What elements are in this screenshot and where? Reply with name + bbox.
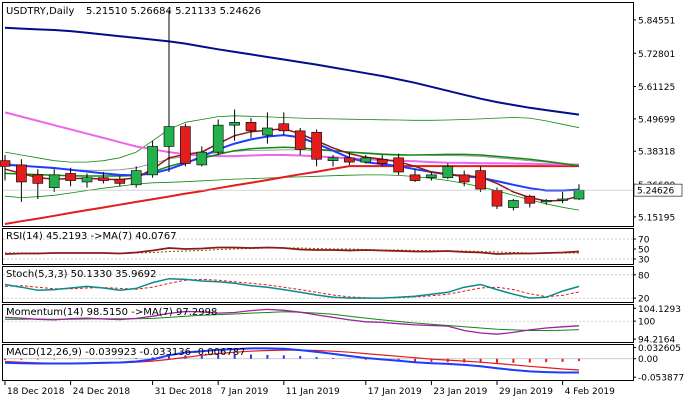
candle-body <box>32 174 44 184</box>
red-trend-line <box>4 165 579 225</box>
candle-body <box>327 157 339 161</box>
macd-axis-tick-label: 0.00 <box>638 355 658 365</box>
rsi-panel-title: RSI(14) 45.2193 ->MA(7) 40.0767 <box>6 231 177 242</box>
macd-axis-tick-label: -0.053877 <box>638 374 684 384</box>
stoch-axis-tick-label: 80 <box>638 271 650 281</box>
candle-body <box>278 123 290 132</box>
candle-body <box>65 173 76 181</box>
momentum-axis-tick-label: 104.1293 <box>638 305 681 315</box>
candle-body <box>48 174 60 188</box>
momentum-panel[interactable] <box>2 304 634 343</box>
upper-band-line <box>4 115 580 163</box>
rsi-line <box>4 246 580 255</box>
rsi-panel[interactable] <box>2 228 634 265</box>
momentum-panel-title: Momentum(14) 98.5150 ->MA(7) 97.2998 <box>6 307 217 318</box>
momentum-axis-tick-label: 100 <box>638 318 655 328</box>
price-axis-tick-label: 5.38318 <box>638 148 675 158</box>
candle-body <box>81 177 93 183</box>
candle-body <box>557 198 568 201</box>
candle-body <box>114 178 126 184</box>
candle-body <box>376 158 388 164</box>
candle-body <box>212 124 224 153</box>
price-axis-tick-label: 5.49699 <box>638 115 675 125</box>
macd-panel-title: MACD(12,26,9) -0.039923 -0.033136 -0.006… <box>6 347 245 358</box>
candle-body <box>98 177 109 181</box>
candle-body <box>294 130 306 150</box>
candle-body <box>475 170 486 190</box>
price-axis-tick-label: 5.84551 <box>638 16 675 26</box>
candle-body <box>16 164 27 183</box>
macd-axis-tick-label: 0.032605 <box>638 344 681 354</box>
candle-body <box>508 200 519 208</box>
candle-body <box>262 127 273 136</box>
candle-body <box>442 166 454 179</box>
x-tick-label: 7 Jan 2019 <box>220 387 268 397</box>
candle-body <box>409 174 421 181</box>
x-tick-label: 29 Jan 2019 <box>499 387 553 397</box>
momentum-axis-tick-label: 94.2164 <box>638 336 675 346</box>
x-tick-label: 4 Feb 2019 <box>565 387 616 397</box>
candle-body <box>458 174 470 183</box>
macd-line <box>4 347 579 374</box>
rsi-axis-tick-label: 50 <box>638 246 650 256</box>
x-tick-label: 18 Dec 2018 <box>7 387 65 397</box>
x-tick-label: 24 Dec 2018 <box>73 387 131 397</box>
candle-body <box>245 122 257 132</box>
x-tick-label: 23 Jan 2019 <box>433 387 487 397</box>
green-moving-average <box>4 146 580 177</box>
candle-body <box>344 157 355 163</box>
stoch-panel[interactable] <box>2 266 634 303</box>
candle-body <box>147 146 158 176</box>
candle-body <box>573 189 585 200</box>
candle-body <box>426 174 437 179</box>
candle-body <box>491 190 503 207</box>
candle-body <box>196 151 208 166</box>
price-axis-tick-label: 5.15195 <box>638 213 675 223</box>
price-panel-title: USDTRY,Daily <box>6 6 74 17</box>
candle-body <box>0 160 11 167</box>
rsi-axis-tick-label: 70 <box>638 236 650 246</box>
candle-body <box>540 200 552 203</box>
price-axis-tick-label: 5.72801 <box>638 50 675 60</box>
candle-body <box>130 170 142 186</box>
stoch-panel-title: Stoch(5,3,3) 50.1330 35.9692 <box>6 269 157 280</box>
last-price-label: 5.24626 <box>637 187 674 197</box>
x-tick-label: 11 Jan 2019 <box>286 387 340 397</box>
price-panel[interactable] <box>2 2 634 227</box>
momentum-line <box>4 308 580 335</box>
x-tick-label: 31 Dec 2018 <box>155 387 213 397</box>
candle-body <box>311 131 322 160</box>
candle-body <box>360 157 372 163</box>
middle-band-line <box>4 149 580 171</box>
stoch-axis-tick-label: 20 <box>638 295 650 305</box>
navy-moving-average <box>4 26 580 116</box>
ohlc-readout: 5.21510 5.26684 5.21133 5.24626 <box>86 6 261 17</box>
stoch-main-line <box>4 277 580 299</box>
x-tick-label: 17 Jan 2019 <box>368 387 422 397</box>
candle-body <box>163 126 175 147</box>
last-price-tag <box>633 183 683 197</box>
pink-moving-average <box>4 111 580 166</box>
rsi-axis-tick-label: 30 <box>638 256 650 266</box>
candle-body <box>393 157 404 173</box>
price-axis-tick-label: 5.61125 <box>638 83 675 93</box>
candle-body <box>524 195 536 204</box>
candle-body <box>180 126 191 164</box>
candle-body <box>229 122 240 126</box>
